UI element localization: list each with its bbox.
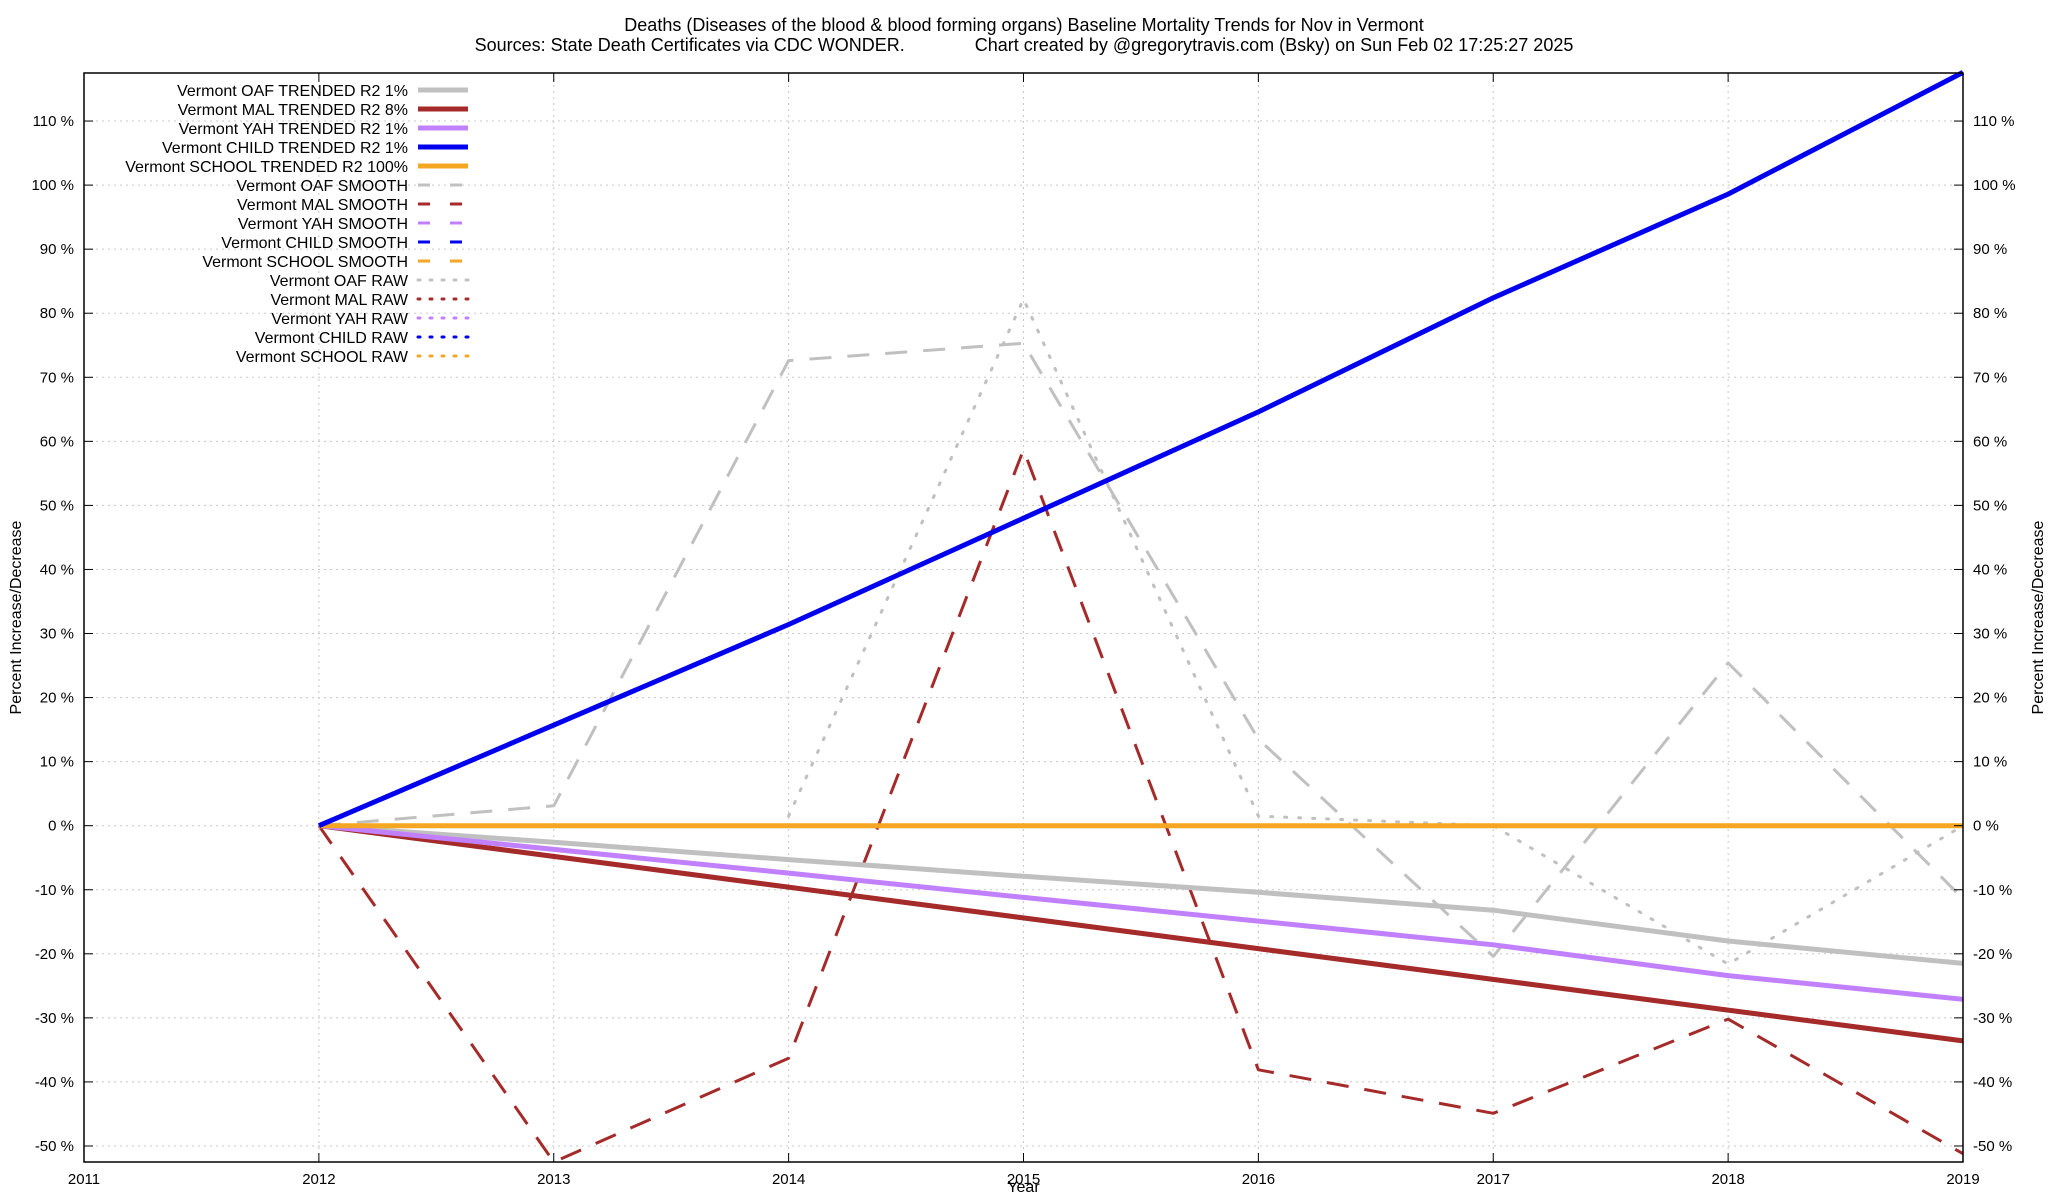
y-axis-label: Percent Increase/Decrease <box>8 520 25 714</box>
y2-tick-label: 110 % <box>1973 113 2014 130</box>
legend: Vermont OAF TRENDED R2 1% Vermont MAL TRE… <box>125 83 470 366</box>
legend-label: Vermont OAF TRENDED R2 1% <box>177 83 408 100</box>
legend-label: Vermont SCHOOL RAW <box>236 349 409 366</box>
y2-tick-label: -10 % <box>1973 882 2012 899</box>
y-tick-label: 90 % <box>40 241 74 258</box>
legend-label: Vermont YAH TRENDED R2 1% <box>179 121 408 138</box>
y-tick-label: 40 % <box>40 561 74 578</box>
series-line <box>318 823 1964 966</box>
y2-tick-label: -40 % <box>1973 1074 2012 1091</box>
y2-tick-label: 70 % <box>1973 369 2007 386</box>
y-tick-label: 80 % <box>40 305 74 322</box>
series-layer <box>317 70 1965 1164</box>
series-line <box>787 297 1965 966</box>
x-tick-label: 2014 <box>772 1171 805 1188</box>
y2-tick-label: 10 % <box>1973 754 2007 771</box>
series-line <box>318 823 1964 1044</box>
y2-tick-label: 100 % <box>1973 177 2016 194</box>
y2-tick-label: 0 % <box>1973 818 1999 835</box>
y-tick-label: -50 % <box>35 1138 74 1155</box>
legend-label: Vermont OAF SMOOTH <box>236 178 408 195</box>
legend-label: Vermont MAL TRENDED R2 8% <box>178 102 408 119</box>
y2-tick-label: 30 % <box>1973 626 2007 643</box>
legend-label: Vermont MAL RAW <box>270 292 408 309</box>
y2-tick-label: -50 % <box>1973 1138 2012 1155</box>
y-tick-label: -10 % <box>35 882 74 899</box>
series-line <box>318 341 1965 958</box>
x-tick-label: 2016 <box>1242 1171 1275 1188</box>
y-tick-label: 20 % <box>40 690 74 707</box>
legend-label: Vermont MAL SMOOTH <box>237 197 408 214</box>
y2-tick-label: 60 % <box>1973 433 2007 450</box>
series-line <box>317 70 1965 828</box>
legend-label: Vermont YAH RAW <box>271 311 409 328</box>
grid-lines <box>84 73 1963 1162</box>
y-tick-label: 0 % <box>48 818 74 835</box>
y-tick-label: 110 % <box>33 113 74 130</box>
y-tick-label: 60 % <box>40 433 74 450</box>
y-tick-label: -20 % <box>35 946 74 963</box>
legend-label: Vermont SCHOOL SMOOTH <box>202 254 408 271</box>
x-tick-label: 2012 <box>302 1171 335 1188</box>
y2-axis-label: Percent Increase/Decrease <box>2030 520 2047 714</box>
series-line <box>318 823 1964 1002</box>
legend-label: Vermont YAH SMOOTH <box>238 216 408 233</box>
series-line <box>317 448 1964 1164</box>
y-tick-label: 30 % <box>40 626 74 643</box>
y-tick-label: 70 % <box>40 369 74 386</box>
y-tick-label: -30 % <box>35 1010 74 1027</box>
x-tick-label: 2013 <box>537 1171 570 1188</box>
y2-tick-label: 50 % <box>1973 497 2007 514</box>
chart-title: Deaths (Diseases of the blood & blood fo… <box>624 15 1424 35</box>
legend-label: Vermont CHILD SMOOTH <box>221 235 408 252</box>
x-tick-label: 2019 <box>1946 1171 1979 1188</box>
y-tick-label: 100 % <box>31 177 74 194</box>
legend-label: Vermont SCHOOL TRENDED R2 100% <box>125 159 408 176</box>
y2-tick-label: 80 % <box>1973 305 2007 322</box>
y-tick-label: 50 % <box>40 497 74 514</box>
y-tick-label: 10 % <box>40 754 74 771</box>
x-axis-label: Year <box>1007 1179 1040 1196</box>
axis-ticks: 2011 2012 2013 2014 2015 2016 2017 2018 2019 -50 … <box>31 73 2016 1188</box>
x-tick-label: 2017 <box>1477 1171 1510 1188</box>
y2-tick-label: 40 % <box>1973 561 2007 578</box>
y-tick-label: -40 % <box>35 1074 74 1091</box>
y2-tick-label: -20 % <box>1973 946 2012 963</box>
legend-label: Vermont CHILD RAW <box>255 330 409 347</box>
x-tick-label: 2018 <box>1711 1171 1744 1188</box>
chart-subtitle: Sources: State Death Certificates via CD… <box>474 35 1574 55</box>
y2-tick-label: -30 % <box>1973 1010 2012 1027</box>
legend-label: Vermont CHILD TRENDED R2 1% <box>162 140 408 157</box>
legend-label: Vermont OAF RAW <box>270 273 409 290</box>
x-tick-label: 2011 <box>68 1171 100 1188</box>
x-tick-label: 2015 <box>1007 1171 1040 1188</box>
y2-tick-label: 90 % <box>1973 241 2007 258</box>
y2-tick-label: 20 % <box>1973 690 2007 707</box>
